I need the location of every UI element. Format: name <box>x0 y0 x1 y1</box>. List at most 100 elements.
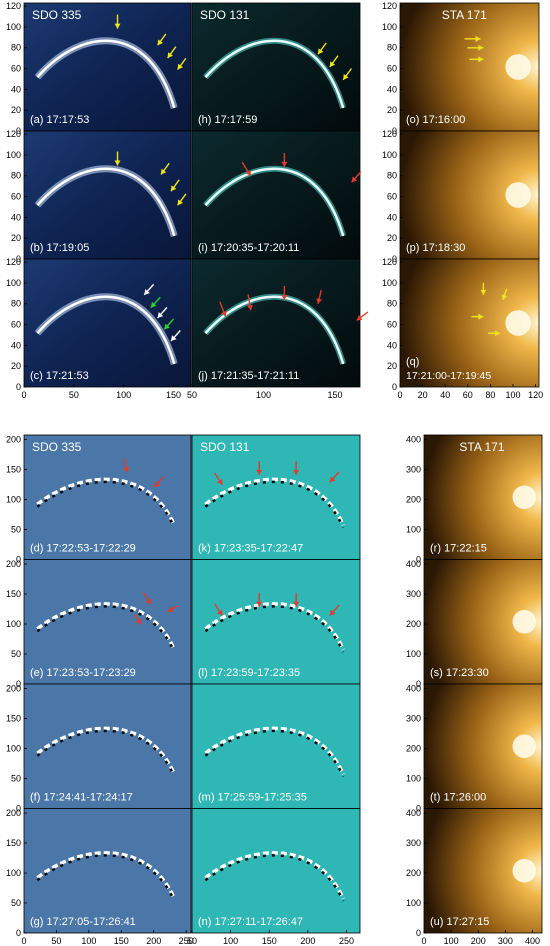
x-tick-label: 200 <box>471 936 486 946</box>
annotation-arrowhead <box>144 289 150 295</box>
annotation-arrowhead <box>164 323 170 330</box>
y-tick-label: 0 <box>16 254 21 264</box>
column-title: STA 171 <box>442 8 487 22</box>
panel-label: (s) 17:23:30 <box>430 667 489 679</box>
y-tick-label: 0 <box>416 679 421 689</box>
annotation-arrowhead <box>114 23 121 29</box>
y-tick-label: 40 <box>11 212 21 222</box>
annotation-arrowhead <box>495 330 501 337</box>
x-tick-label: 150 <box>114 936 129 946</box>
y-tick-label: 400 <box>406 684 421 694</box>
column-title: SDO 131 <box>200 440 250 454</box>
x-tick-label: 50 <box>69 390 79 400</box>
annotation-arrowhead <box>478 44 484 51</box>
x-tick-label: 100 <box>256 390 271 400</box>
bright-kernel <box>505 182 531 208</box>
y-tick-label: 60 <box>387 64 397 74</box>
y-tick-label: 100 <box>6 278 21 288</box>
panel-frame <box>191 808 361 934</box>
y-tick-label: 60 <box>387 320 397 330</box>
x-tick-label: 0 <box>21 936 26 946</box>
panel-frame <box>23 808 192 934</box>
y-tick-label: 80 <box>387 299 397 309</box>
column-sta-171: STA 171 (r) 17:22:15 0 100 200 300 400 (s) 17:2… <box>406 435 543 946</box>
annotation-arrowhead <box>293 469 300 475</box>
y-tick-label: 120 <box>382 1 397 11</box>
filament-loop <box>36 726 176 775</box>
x-tick-label: 0 <box>21 390 26 400</box>
annotation-arrowhead <box>145 598 151 605</box>
annotation-arrowhead <box>343 73 349 80</box>
filament-loop-core <box>36 295 176 365</box>
panel-label: (n) 17:27:11-17:26:47 <box>198 916 303 928</box>
x-tick-label: 20 <box>418 390 428 400</box>
filament-loop-core <box>36 39 176 109</box>
y-tick-label: 200 <box>406 619 421 629</box>
annotation-arrowhead <box>316 298 323 304</box>
annotation-arrowhead <box>177 199 184 206</box>
annotation-arrowhead <box>478 313 484 320</box>
x-tick-label: 300 <box>498 936 513 946</box>
annotation-arrowhead <box>245 169 251 176</box>
y-tick-label: 120 <box>382 257 397 267</box>
panel-image <box>192 808 360 933</box>
annotation-arrowhead <box>478 56 484 63</box>
panel-image <box>24 684 191 809</box>
panel-t: (t) 17:26:00 0 100 200 300 400 <box>406 684 543 814</box>
y-tick-label: 100 <box>6 150 21 160</box>
y-tick-label: 40 <box>11 84 21 94</box>
panel-p: (p) 17:18:30 0 20 40 60 80 100 120 <box>382 129 540 264</box>
y-tick-label: 60 <box>11 192 21 202</box>
panel-image <box>24 559 191 684</box>
x-tick-label: 100 <box>81 936 96 946</box>
y-tick-label: 200 <box>6 808 21 818</box>
panel-c: (c) 17:21:53 0 50 100 150 0 20 40 60 80 100 120 <box>6 257 192 400</box>
annotation-arrowhead <box>167 52 173 59</box>
filament-loop-dark <box>36 605 176 653</box>
panel-e: (e) 17:23:53-17:23:29 0 50 100 150 200 <box>6 559 192 689</box>
y-tick-label: 120 <box>6 1 21 11</box>
panel-label: (r) 17:22:15 <box>430 543 487 555</box>
filament-loop-dark <box>204 480 345 529</box>
column-title: STA 171 <box>459 440 504 454</box>
panel-label: (g) 17:27:05-17:26:41 <box>30 916 136 928</box>
y-tick-label: 100 <box>6 868 21 878</box>
y-tick-label: 80 <box>387 171 397 181</box>
panel-label: (b) 17:19:05 <box>30 242 89 254</box>
panel-image <box>24 808 191 933</box>
annotation-arrowhead <box>281 161 288 167</box>
filament-loop-dark <box>36 854 176 902</box>
panel-a: SDO 335 (a) 17:17:53 0 20 40 60 80 100 120 <box>6 1 192 136</box>
annotation-arrowhead <box>480 289 487 295</box>
y-tick-label: 400 <box>406 559 421 569</box>
annotation-arrowhead <box>217 609 223 616</box>
panel-image <box>192 684 360 809</box>
panel-label: (d) 17:22:53-17:22:29 <box>30 543 136 555</box>
annotation-arrowhead <box>154 481 160 488</box>
annotation-arrowhead <box>501 294 508 300</box>
panel-f: (f) 17:24:41-17:24:17 0 50 100 150 200 <box>6 684 192 814</box>
panel-label: (k) 17:23:35-17:22:47 <box>198 543 303 555</box>
x-tick-label: 100 <box>223 936 238 946</box>
x-tick-label: 200 <box>146 936 161 946</box>
panel-l: (l) 17:23:59-17:23:35 <box>191 559 361 685</box>
panel-label: (m) 17:25:59-17:25:35 <box>198 792 307 804</box>
y-tick-label: 100 <box>406 525 421 535</box>
x-tick-label: 100 <box>116 390 131 400</box>
panel-image <box>192 559 360 684</box>
x-tick-label: 200 <box>300 936 315 946</box>
y-tick-label: 80 <box>387 43 397 53</box>
y-tick-label: 150 <box>6 589 21 599</box>
panel-label: (t) 17:26:00 <box>430 792 486 804</box>
x-tick-label: 0 <box>421 936 426 946</box>
panel-u: (u) 17:27:15 0 100 200 300 400 0 100 200 300 400 <box>406 808 543 946</box>
y-tick-label: 400 <box>406 808 421 818</box>
y-tick-label: 20 <box>387 233 397 243</box>
y-tick-label: 100 <box>406 774 421 784</box>
x-tick-label: 100 <box>505 390 520 400</box>
y-tick-label: 100 <box>382 278 397 288</box>
y-tick-label: 0 <box>392 126 397 136</box>
